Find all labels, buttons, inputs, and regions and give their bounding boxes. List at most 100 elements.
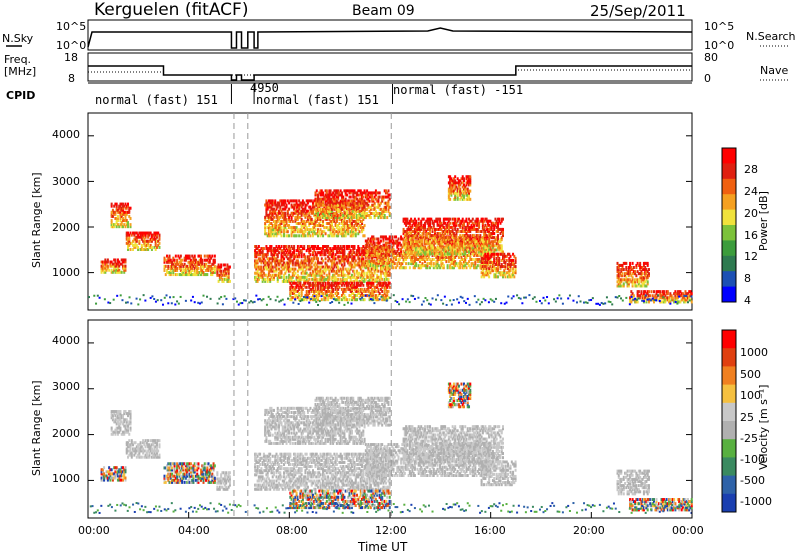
echo-cell: [107, 258, 109, 261]
echo-cell: [405, 242, 407, 245]
echo-cell: [141, 244, 143, 247]
echo-cell: [201, 259, 203, 262]
echo-cell: [372, 282, 374, 285]
echo-cell: [515, 265, 517, 268]
echo-cell: [117, 215, 119, 218]
echo-cell: [214, 255, 216, 258]
echo-cell: [214, 259, 216, 262]
echo-cell: [623, 268, 625, 271]
echo-cell: [284, 199, 286, 202]
echo-cell: [512, 259, 514, 262]
echo-cell: [317, 257, 319, 260]
echo-cell: [293, 245, 295, 248]
echo-cell: [338, 296, 340, 299]
echo-cell: [272, 266, 274, 269]
echo-cell: [345, 274, 347, 277]
echo-cell: [304, 255, 306, 258]
echo-cell: [338, 286, 340, 289]
echo-cell: [640, 290, 642, 293]
echo-cell: [691, 300, 693, 303]
echo-cell: [488, 275, 490, 278]
echo-cell: [298, 234, 300, 237]
echo-cell: [114, 258, 116, 261]
echo-cell: [197, 267, 199, 270]
echo-cell: [493, 232, 495, 235]
echo-cell: [449, 198, 451, 201]
echo-cell: [180, 255, 182, 258]
echo-cell: [464, 250, 466, 253]
echo-cell: [335, 257, 337, 260]
echo-cell: [415, 220, 417, 223]
echo-cell: [130, 207, 132, 210]
echo-cell: [298, 292, 300, 295]
echo-cell: [138, 240, 140, 243]
echo-cell: [487, 253, 489, 256]
echo-cell: [472, 218, 474, 221]
echo-cell: [111, 203, 113, 206]
echo-cell: [486, 234, 488, 237]
echo-cell: [278, 251, 280, 254]
echo-cell: [625, 262, 627, 265]
echo-cell: [336, 261, 338, 264]
echo-cell: [124, 265, 126, 268]
echo-cell: [647, 262, 649, 265]
echo-cell: [394, 262, 396, 265]
echo-cell: [350, 249, 352, 252]
echo-cell: [322, 282, 324, 285]
echo-cell: [457, 228, 459, 231]
echo-cell: [362, 257, 364, 260]
echo-cell: [377, 288, 379, 291]
echo-cell: [107, 265, 109, 268]
echo-cell: [116, 203, 118, 206]
echo-cell: [437, 253, 439, 256]
echo-cell: [264, 278, 266, 281]
echo-cell: [121, 271, 123, 274]
echo-cell: [379, 292, 381, 295]
echo-cell: [260, 266, 262, 269]
echo-cell: [415, 262, 417, 265]
echo-cell: [176, 273, 178, 276]
echo-cell: [315, 228, 317, 231]
echo-cell: [304, 282, 306, 285]
echo-cell: [432, 253, 434, 256]
echo-cell: [501, 244, 503, 247]
echo-cell: [321, 298, 323, 301]
echo-cell: [169, 255, 171, 258]
echo-cell: [281, 226, 283, 229]
echo-cell: [633, 266, 635, 269]
echo-cell: [423, 218, 425, 221]
echo-cell: [211, 255, 213, 258]
freq-panel-frame: [88, 53, 692, 81]
echo-cell: [158, 234, 160, 237]
echo-cell: [375, 246, 377, 249]
echo-cell: [204, 255, 206, 258]
echo-cell: [284, 212, 286, 215]
echo-cell: [130, 223, 132, 226]
echo-cell: [283, 257, 285, 260]
echo-cell: [403, 253, 405, 256]
heatmap-frame: [88, 113, 692, 310]
echo-cell: [194, 255, 196, 258]
nsky-trace: [88, 28, 692, 48]
echo-cell: [638, 290, 640, 293]
echo-cell: [158, 242, 160, 245]
echo-cell: [382, 262, 384, 265]
echo-cell: [377, 237, 379, 240]
echo-cell: [632, 262, 634, 265]
nsky-panel-frame: [88, 20, 692, 50]
echo-cell: [439, 218, 441, 221]
echo-cell: [448, 236, 450, 239]
echo-cell: [639, 262, 641, 265]
echo-cell: [124, 258, 126, 261]
echo-cell: [443, 264, 445, 267]
echo-cell: [176, 267, 178, 270]
echo-cell: [389, 286, 391, 289]
echo-cell: [229, 266, 231, 269]
echo-cell: [316, 278, 318, 281]
echo-cell: [288, 234, 290, 237]
echo-cell: [355, 259, 357, 262]
echo-cell: [389, 272, 391, 275]
echo-cell: [472, 253, 474, 256]
echo-cell: [405, 266, 407, 269]
echo-cell: [292, 296, 294, 299]
